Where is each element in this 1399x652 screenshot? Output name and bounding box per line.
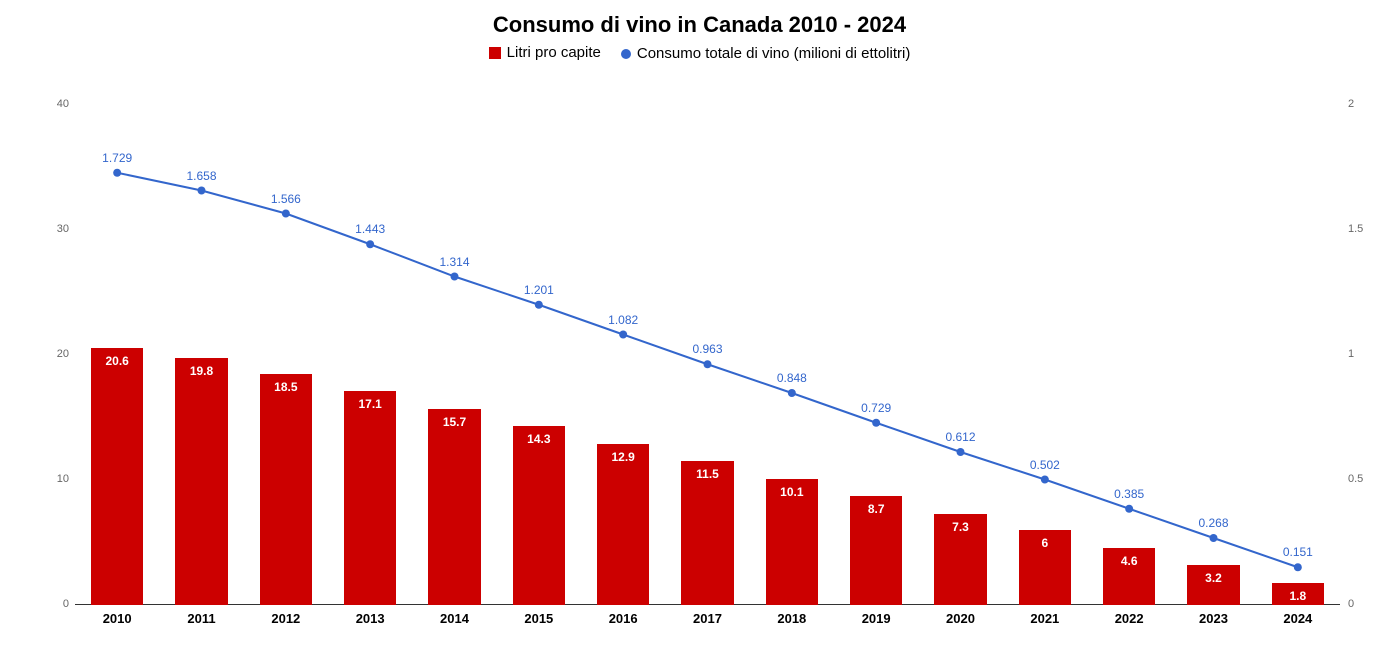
y-left-tick: 40: [35, 98, 69, 110]
legend-label: Consumo totale di vino (milioni di ettol…: [637, 45, 910, 62]
x-tick: 2022: [1087, 611, 1171, 626]
line-marker: [1210, 534, 1218, 542]
x-tick: 2016: [581, 611, 665, 626]
x-tick: 2021: [1003, 611, 1087, 626]
x-tick: 2019: [834, 611, 918, 626]
line-marker: [1125, 505, 1133, 513]
line-marker: [535, 301, 543, 309]
line-marker: [1294, 563, 1302, 571]
y-right-tick: 2: [1348, 98, 1388, 110]
x-tick: 2010: [75, 611, 159, 626]
line-marker: [619, 331, 627, 339]
legend-swatch-bar: [489, 47, 501, 59]
x-tick: 2024: [1256, 611, 1340, 626]
y-left-tick: 10: [35, 473, 69, 485]
line-marker: [113, 169, 121, 177]
line-marker: [451, 273, 459, 281]
wine-consumption-chart: Consumo di vino in Canada 2010 - 2024 Li…: [0, 0, 1399, 652]
legend-item: Litri pro capite: [489, 44, 601, 61]
chart-legend: Litri pro capite Consumo totale di vino (…: [0, 44, 1399, 63]
line-marker: [957, 448, 965, 456]
y-right-tick: 0.5: [1348, 473, 1388, 485]
plot-area: 01020304000.511.52201020.61.729201119.81…: [75, 105, 1340, 605]
x-tick: 2012: [244, 611, 328, 626]
x-tick: 2015: [497, 611, 581, 626]
y-right-tick: 1.5: [1348, 223, 1388, 235]
line-series-svg: [75, 105, 1340, 605]
y-left-tick: 20: [35, 348, 69, 360]
y-right-tick: 1: [1348, 348, 1388, 360]
x-tick: 2020: [918, 611, 1002, 626]
y-right-tick: 0: [1348, 598, 1388, 610]
legend-label: Litri pro capite: [507, 44, 601, 61]
y-left-tick: 30: [35, 223, 69, 235]
x-tick: 2023: [1171, 611, 1255, 626]
x-tick: 2018: [750, 611, 834, 626]
line-series: [117, 173, 1298, 568]
chart-title: Consumo di vino in Canada 2010 - 2024: [0, 0, 1399, 38]
line-marker: [788, 389, 796, 397]
line-marker: [872, 419, 880, 427]
line-marker: [366, 240, 374, 248]
legend-item: Consumo totale di vino (milioni di ettol…: [621, 45, 910, 62]
y-left-tick: 0: [35, 598, 69, 610]
line-marker: [1041, 476, 1049, 484]
line-marker: [282, 210, 290, 218]
line-marker: [198, 187, 206, 195]
x-tick: 2014: [412, 611, 496, 626]
legend-swatch-dot: [621, 49, 631, 59]
x-tick: 2011: [159, 611, 243, 626]
line-marker: [704, 360, 712, 368]
x-tick: 2017: [665, 611, 749, 626]
x-tick: 2013: [328, 611, 412, 626]
